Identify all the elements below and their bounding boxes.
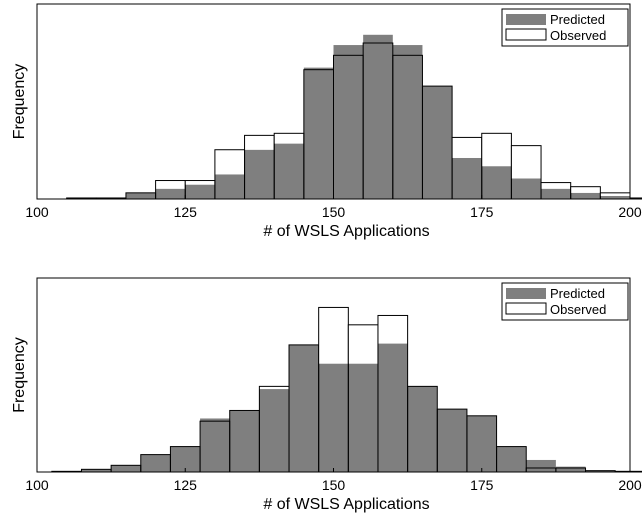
observed-excess xyxy=(481,133,512,167)
predicted-bar xyxy=(541,188,571,199)
legend-swatch-observed xyxy=(505,28,547,41)
observed-excess xyxy=(155,180,186,189)
legend-swatch-observed xyxy=(505,302,547,315)
predicted-bar xyxy=(422,86,453,199)
observed-excess xyxy=(348,324,378,364)
predicted-bar xyxy=(274,143,304,199)
predicted-bar xyxy=(170,446,201,472)
predicted-bar xyxy=(481,166,512,199)
predicted-bar xyxy=(496,446,527,472)
predicted-bar xyxy=(111,465,141,472)
chart-panel-1: 100 125 150 175 200 # of WSLS Applications Fre… xyxy=(11,3,642,240)
predicted-bar xyxy=(96,197,126,199)
legend-label-observed: Observed xyxy=(550,302,606,317)
predicted-bar xyxy=(570,192,601,199)
predicted-bar xyxy=(600,195,630,199)
predicted-bar xyxy=(229,410,260,472)
predicted-bar xyxy=(392,45,423,200)
x-tick-label: 200 xyxy=(618,477,642,493)
observed-excess xyxy=(274,133,304,144)
observed-excess xyxy=(318,307,349,364)
predicted-bar xyxy=(214,174,245,199)
predicted-bar xyxy=(466,415,497,472)
x-tick-label: 175 xyxy=(470,204,494,220)
x-tick-label: 150 xyxy=(322,204,346,220)
observed-excess xyxy=(570,186,601,193)
x-tick-label: 100 xyxy=(25,477,49,493)
observed-excess xyxy=(452,137,482,158)
observed-excess xyxy=(377,315,408,344)
predicted-bar xyxy=(303,67,334,199)
x-tick-label: 125 xyxy=(174,204,198,220)
predicted-bar xyxy=(333,45,364,200)
predicted-bar xyxy=(289,344,319,472)
predicted-bar xyxy=(125,192,156,199)
legend-label-observed: Observed xyxy=(550,28,606,43)
predicted-bar xyxy=(348,363,378,472)
predicted-bar xyxy=(437,409,467,472)
observed-excess xyxy=(541,182,571,189)
predicted-bar xyxy=(244,149,275,199)
predicted-bar xyxy=(526,459,556,472)
observed-excess xyxy=(214,149,245,175)
observed-excess xyxy=(185,180,215,185)
y-axis-label: Frequency xyxy=(11,64,28,140)
predicted-bar xyxy=(585,470,616,472)
x-axis-label: # of WSLS Applications xyxy=(263,496,429,513)
predicted-bar xyxy=(407,386,438,472)
predicted-bar xyxy=(555,466,586,472)
predicted-bar xyxy=(185,184,215,199)
x-axis-label: # of WSLS Applications xyxy=(263,223,429,240)
predicted-bar xyxy=(200,418,230,472)
predicted-bar xyxy=(140,454,171,472)
legend-swatch-predicted xyxy=(506,288,546,299)
chart-panel-2: 100 125 150 175 200 # of WSLS Applications Fre… xyxy=(11,277,642,513)
legend-label-predicted: Predicted xyxy=(550,286,605,301)
observed-excess xyxy=(600,192,630,196)
x-tick-label: 100 xyxy=(25,204,49,220)
x-tick-label: 175 xyxy=(470,477,494,493)
predicted-bar xyxy=(318,363,349,472)
x-tick-label: 200 xyxy=(618,204,642,220)
predicted-bar xyxy=(511,178,542,199)
predicted-bar xyxy=(66,197,97,199)
legend-swatch-predicted xyxy=(506,14,546,25)
observed-excess xyxy=(511,145,542,179)
observed-excess xyxy=(259,386,290,390)
predicted-bar xyxy=(81,469,112,472)
y-axis-label: Frequency xyxy=(11,337,28,413)
predicted-bar xyxy=(452,157,482,199)
legend-label-predicted: Predicted xyxy=(550,12,605,27)
predicted-bar xyxy=(259,389,290,472)
predicted-bar xyxy=(363,34,393,199)
x-tick-label: 150 xyxy=(322,477,346,493)
predicted-bar xyxy=(630,197,642,199)
x-tick-label: 125 xyxy=(174,477,198,493)
predicted-bar xyxy=(155,188,186,199)
predicted-bar xyxy=(377,343,408,472)
observed-excess xyxy=(244,135,275,150)
